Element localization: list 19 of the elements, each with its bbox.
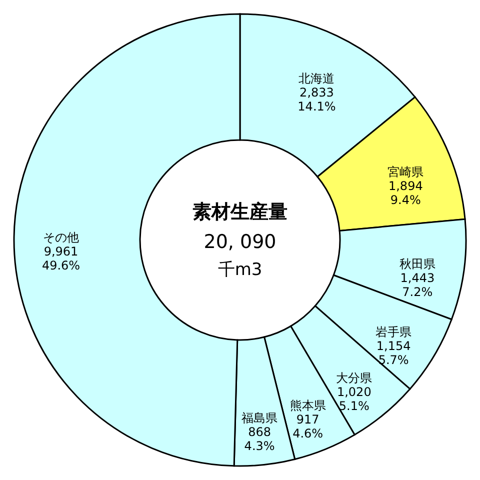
slice-label: 熊本県 [290, 398, 326, 413]
slice-label: 宮崎県 [388, 165, 424, 180]
slice-label: 大分県 [336, 370, 372, 385]
data-label: 1,020 5.1% [336, 384, 372, 413]
data-label: 2,833 14.1% [298, 85, 336, 114]
slice-label: 福島県 [242, 410, 278, 425]
text: 20, 090 [204, 231, 276, 253]
text: 千m3 [218, 260, 262, 280]
data-label: 1,443 7.2% [400, 270, 435, 299]
data-label: 917 4.6% [292, 412, 324, 441]
slice-label: 北海道 [298, 71, 335, 86]
data-label: 868 4.3% [244, 424, 275, 453]
text: 素材生産量 [192, 201, 288, 223]
slice-label: 秋田県 [399, 256, 436, 271]
slice-label: 岩手県 [376, 324, 412, 339]
slice-label: その他 [43, 230, 80, 245]
data-label: 9,961 49.6% [42, 244, 80, 273]
data-label: 1,894 9.4% [388, 179, 423, 208]
data-label: 1,154 5.7% [376, 338, 411, 367]
